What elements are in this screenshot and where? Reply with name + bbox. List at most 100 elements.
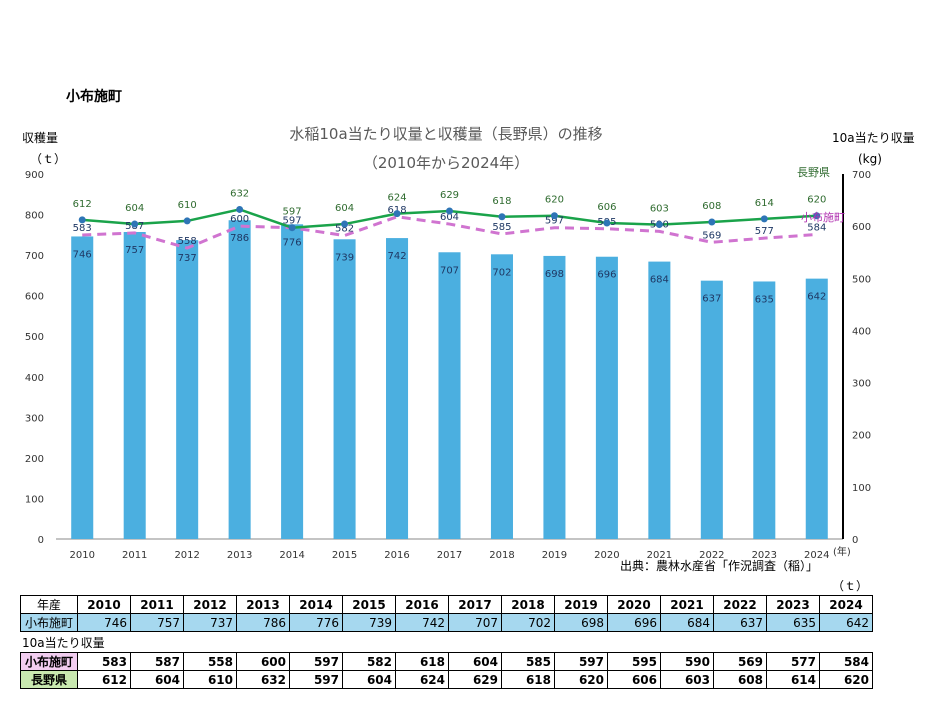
pref-marker [813, 212, 821, 220]
pref-yield-cell: 597 [289, 670, 343, 689]
town-yield-cell: 582 [342, 652, 396, 671]
harvest-bar [176, 240, 199, 539]
year-cell: 2015 [342, 595, 396, 614]
town-data-label: 597 [283, 216, 302, 227]
left-tick-label: 0 [38, 535, 44, 546]
town-yield-cell: 604 [448, 652, 502, 671]
harvest-data-label: 642 [807, 292, 826, 303]
harvest-bar [123, 231, 146, 539]
legend-pref: 長野県 [797, 166, 830, 179]
pref-data-label: 606 [597, 202, 616, 213]
pref-data-label: 618 [492, 196, 511, 207]
harvest-cell: 776 [289, 613, 343, 632]
chart-title: 水稲10a当たり収量と収穫量（長野県）の推移 [289, 125, 602, 143]
harvest-data-label: 786 [230, 233, 249, 244]
pref-marker [603, 219, 611, 227]
pref-data-label: 632 [230, 188, 249, 199]
pref-marker [550, 212, 558, 220]
pref-yield-cell: 620 [554, 670, 608, 689]
town-data-label: 597 [545, 216, 564, 227]
x-tick-label: 2021 [647, 550, 672, 561]
harvest-data-label: 635 [755, 294, 774, 305]
harvest-bar [543, 255, 566, 539]
year-cell: 2022 [713, 595, 767, 614]
harvest-data-label: 707 [440, 265, 459, 276]
pref-yield-cell: 604 [342, 670, 396, 689]
town-data-label: 582 [335, 224, 354, 235]
year-cell: 2013 [236, 595, 290, 614]
year-cell: 2017 [448, 595, 502, 614]
pref-marker [131, 220, 139, 228]
harvest-cell: 702 [501, 613, 555, 632]
right-tick-label: 200 [852, 431, 871, 442]
town-yield-cell: 597 [289, 652, 343, 671]
table-unit: （ｔ） [832, 579, 869, 593]
pref-marker [446, 207, 453, 215]
harvest-cell: 786 [236, 613, 290, 632]
pref-data-label: 610 [178, 200, 197, 211]
harvest-data-label: 739 [335, 252, 354, 263]
page-heading: 小布施町 [66, 89, 122, 105]
x-tick-label: 2018 [489, 550, 514, 561]
harvest-cell: 757 [130, 613, 184, 632]
harvest-data-label: 637 [702, 294, 721, 305]
harvest-cell: 637 [713, 613, 767, 632]
harvest-cell: 642 [819, 613, 873, 632]
year-cell: 2018 [501, 595, 555, 614]
pref-marker [393, 210, 401, 218]
pref-data-label: 620 [807, 195, 826, 206]
pref-yield-cell: 620 [819, 670, 873, 689]
pref-yield-cell: 629 [448, 670, 502, 689]
harvest-data-label: 746 [73, 249, 92, 260]
pref-yield-cell: 603 [660, 670, 714, 689]
left-tick-label: 400 [25, 373, 44, 384]
year-cell: 2020 [607, 595, 661, 614]
harvest-bar [228, 220, 251, 539]
town-yield-cell: 583 [77, 652, 131, 671]
left-tick-label: 900 [25, 170, 44, 181]
pref-data-label: 608 [702, 201, 721, 212]
harvest-bar [490, 254, 513, 540]
pref-yield-cell: 618 [501, 670, 555, 689]
right-tick-label: 300 [852, 379, 871, 390]
town-row-label: 小布施町 [20, 652, 78, 671]
pref-marker [760, 215, 768, 223]
harvest-bar [71, 236, 94, 539]
harvest-row-label: 小布施町 [20, 613, 78, 632]
town-data-label: 584 [807, 222, 826, 233]
pref-data-label: 620 [545, 195, 564, 206]
harvest-data-label: 742 [387, 251, 406, 262]
x-tick-label: 2013 [227, 550, 252, 561]
left-axis-unit: （ｔ） [30, 152, 66, 166]
harvest-table: 年産 2010 2011 2012 2013 2014 2015 2016 2017 2018 20… [20, 595, 873, 632]
harvest-bar [333, 239, 356, 540]
year-cell: 2021 [660, 595, 714, 614]
x-tick-label: 2024 [804, 550, 829, 561]
x-tick-label: 2019 [542, 550, 567, 561]
pref-yield-cell: 610 [183, 670, 237, 689]
yield-harvest-chart: 水稲10a当たり収量と収穫量（長野県）の推移 （2010年から2024年） 収穫量 （… [22, 125, 915, 561]
harvest-data-label: 737 [178, 253, 197, 264]
town-data-label: 585 [492, 222, 511, 233]
chart-subtitle: （2010年から2024年） [363, 154, 529, 172]
town-yield-cell: 558 [183, 652, 237, 671]
town-yield-line [82, 215, 817, 250]
harvest-data-label: 702 [492, 267, 511, 278]
right-axis-unit: (kg) [858, 152, 882, 166]
pref-marker [288, 224, 296, 232]
harvest-cell: 635 [766, 613, 820, 632]
left-axis-label: 収穫量 [22, 131, 58, 145]
yield-table: 小布施町 583 587 558 600 597 582 618 604 585 597 595 590… [20, 652, 873, 689]
left-tick-label: 800 [25, 211, 44, 222]
x-tick-label: 2023 [752, 550, 777, 561]
town-data-label: 558 [178, 236, 197, 247]
x-tick-label: 2010 [70, 550, 95, 561]
x-tick-label: 2017 [437, 550, 462, 561]
town-yield-cell: 569 [713, 652, 767, 671]
harvest-bar [753, 281, 776, 539]
harvest-data-label: 757 [125, 245, 144, 256]
town-data-label: 604 [440, 212, 459, 223]
pref-marker [498, 213, 506, 221]
harvest-cell: 696 [607, 613, 661, 632]
x-tick-label: 2014 [279, 550, 304, 561]
